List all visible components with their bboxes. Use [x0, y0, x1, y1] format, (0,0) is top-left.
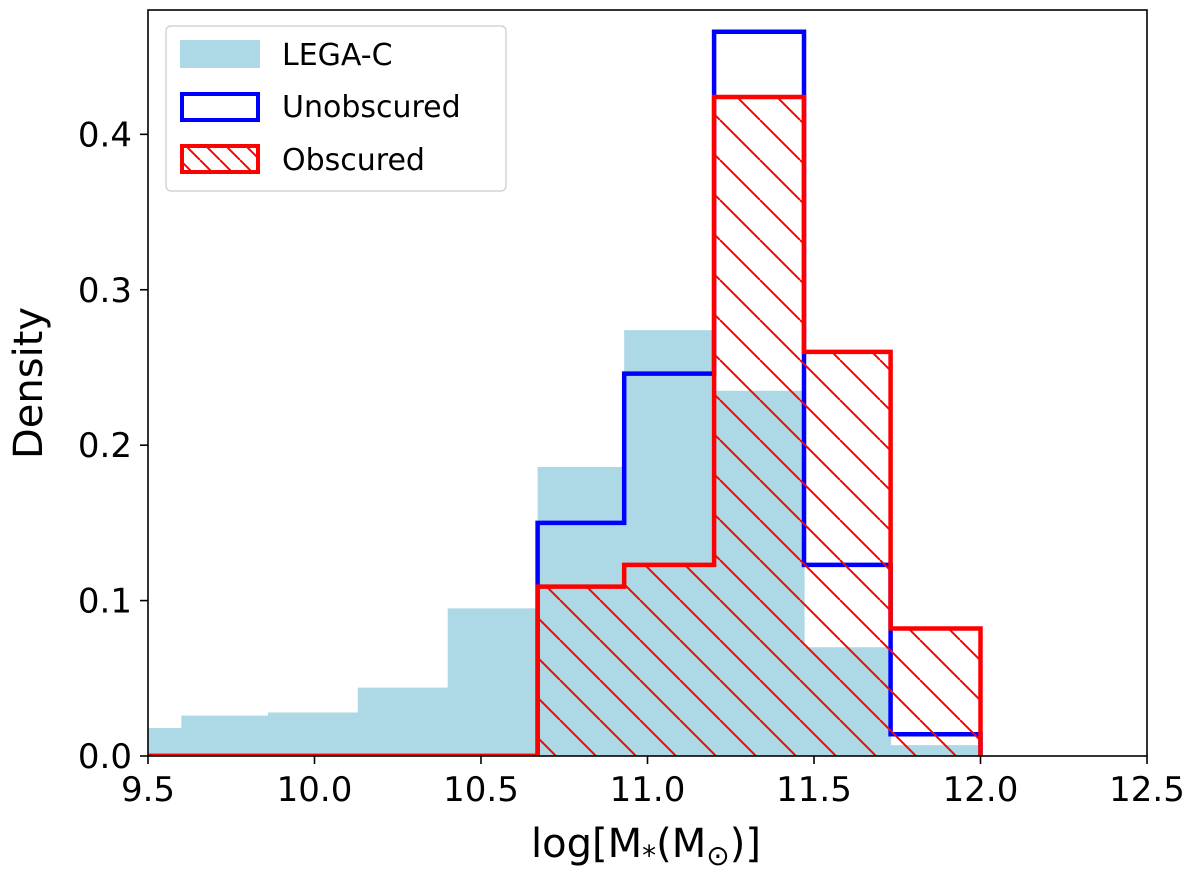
lega-c-bar: [267, 712, 359, 756]
x-axis-label-sub: *: [642, 839, 656, 872]
x-tick-label: 12.5: [1109, 770, 1185, 810]
x-axis-label-part: log[M: [531, 821, 642, 867]
ticks-layer: 9.5 10.0 10.5 11.0 11.5 12.0 12.5 0.0 0.1 0.2 0.3 0…: [78, 115, 1185, 810]
legend-label-lega-c: LEGA-C: [282, 38, 393, 73]
lega-c-bar: [447, 608, 539, 756]
x-axis-label-part: )]: [730, 821, 761, 867]
y-tick-label: 0.2: [78, 426, 132, 466]
x-tick-label: 10.0: [277, 770, 353, 810]
x-axis-label-part: (M: [656, 821, 706, 867]
y-tick-label: 0.4: [78, 115, 132, 155]
lega-c-bar: [148, 728, 182, 756]
obscured-hatch-fill: [148, 97, 981, 756]
x-tick-label: 11.5: [776, 770, 852, 810]
legend-swatch-lega-c: [180, 40, 260, 68]
legend-swatch-unobscured: [180, 92, 260, 122]
y-tick-label: 0.0: [78, 737, 132, 777]
legend-swatch-obscured: [180, 144, 260, 174]
legend: LEGA-C Unobscured Obscured: [165, 25, 507, 192]
legend-label-unobscured: Unobscured: [282, 90, 461, 125]
obscured-step-line: [148, 94, 983, 756]
lega-c-bar: [181, 715, 269, 756]
y-axis-label: Density: [6, 307, 52, 459]
x-tick-label: 12.0: [943, 770, 1019, 810]
x-tick-label: 11.0: [610, 770, 686, 810]
x-axis-label: log[M*(M⊙)]: [531, 821, 761, 872]
x-tick-label: 9.5: [121, 770, 175, 810]
y-tick-label: 0.3: [78, 271, 132, 311]
x-tick-label: 10.5: [443, 770, 519, 810]
lega-c-bar: [357, 687, 449, 756]
y-tick-label: 0.1: [78, 582, 132, 622]
series-layer: [148, 29, 983, 756]
legend-label-obscured: Obscured: [282, 143, 425, 178]
x-axis-label-sub: ⊙: [706, 839, 729, 872]
